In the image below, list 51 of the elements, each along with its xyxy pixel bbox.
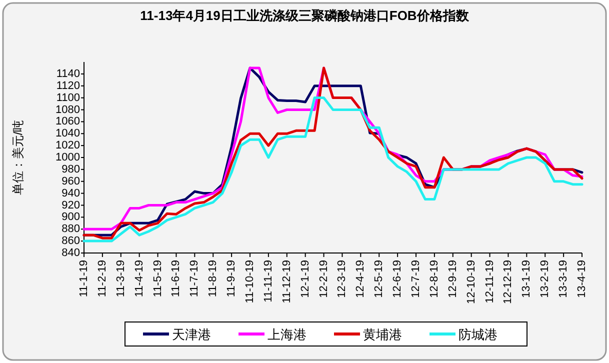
x-tick-label: 11-9-19 (226, 260, 238, 298)
chart-title: 11-13年4月19日工业洗涤级三聚磷酸钠港口FOB价格指数 (140, 8, 470, 23)
x-tick-label: 12-2-19 (318, 260, 330, 298)
legend-label: 黄埔港 (363, 327, 402, 342)
legend-label: 天津港 (172, 327, 211, 342)
x-tick-label: 12-6-19 (392, 260, 404, 298)
y-tick-label: 1140 (56, 68, 80, 80)
x-tick-label: 13-4-19 (576, 260, 588, 298)
y-tick-label: 960 (62, 175, 80, 188)
x-tick-label: 11-4-19 (133, 260, 146, 298)
x-tick-label: 13-2-19 (539, 260, 552, 298)
y-tick-label: 840 (62, 247, 80, 259)
x-tick-label: 12-8-19 (428, 260, 440, 298)
y-tick-label: 1120 (56, 80, 80, 92)
x-tick-label: 11-3-19 (114, 260, 127, 298)
x-tick-label: 12-11-19 (484, 260, 496, 304)
x-tick-label: 12-7-19 (410, 260, 422, 298)
x-tick-label: 12-5-19 (373, 260, 386, 298)
y-axis-title: 单位：美元/吨 (11, 120, 25, 196)
x-tick-label: 11-7-19 (188, 260, 201, 298)
x-tick-label: 11-8-19 (207, 260, 220, 298)
x-tick-label: 12-1-19 (299, 260, 312, 298)
y-tick-label: 940 (62, 187, 80, 200)
x-tick-label: 11-6-19 (170, 260, 182, 298)
x-tick-label: 12-12-19 (502, 260, 514, 304)
y-tick-label: 1040 (56, 128, 80, 140)
x-tick-label: 11-11-19 (262, 260, 274, 302)
y-tick-label: 880 (62, 223, 80, 236)
x-tick-label: 11-5-19 (152, 260, 164, 298)
y-tick-label: 980 (62, 163, 80, 176)
x-tick-label: 11-12-19 (280, 260, 293, 304)
x-tick-label: 13-3-19 (558, 260, 570, 298)
x-tick-label: 11-2-19 (96, 260, 108, 298)
y-tick-label: 1000 (56, 152, 80, 164)
y-tick-label: 1080 (56, 104, 80, 116)
legend-label: 上海港 (268, 327, 306, 342)
x-tick-label: 11-1-19 (78, 260, 90, 298)
y-tick-label: 1060 (56, 116, 80, 128)
x-tick-label: 12-9-19 (446, 260, 459, 298)
x-tick-label: 11-10-19 (244, 260, 256, 304)
y-tick-label: 1100 (56, 92, 80, 104)
y-tick-label: 1020 (56, 140, 80, 152)
x-tick-label: 13-1-19 (520, 260, 533, 298)
x-tick-label: 12-3-19 (336, 260, 348, 298)
y-tick-label: 920 (62, 199, 80, 212)
line-series (82, 96, 584, 242)
y-tick-label: 860 (62, 235, 80, 248)
legend-label: 防城港 (458, 327, 498, 342)
x-tick-label: 12-4-19 (354, 260, 367, 298)
x-tick-label: 12-10-19 (465, 260, 478, 304)
y-tick-label: 900 (62, 211, 80, 224)
